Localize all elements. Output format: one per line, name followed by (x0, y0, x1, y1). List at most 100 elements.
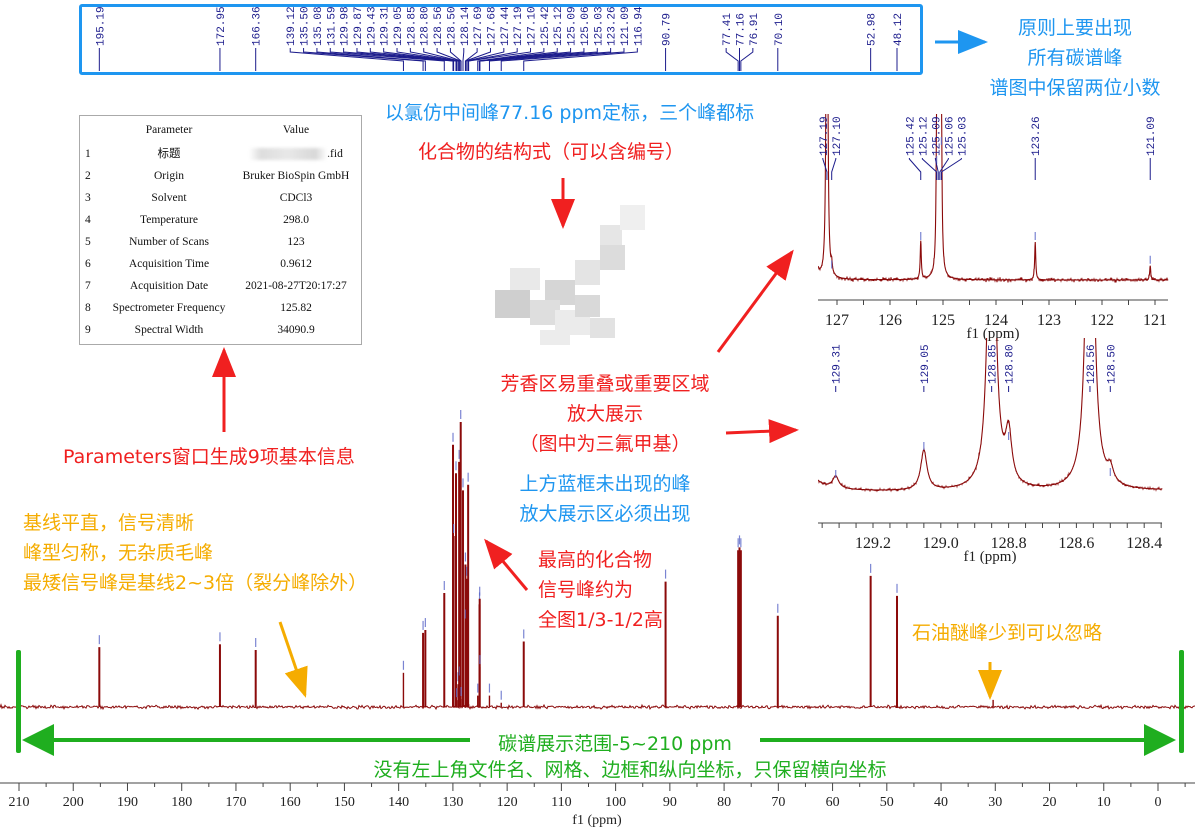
peak-label: 121.09 (1146, 116, 1158, 156)
parameter-row: 9 Spectral Width 34090.9 (80, 319, 361, 341)
inset-x-axis-label: f1 (ppm) (964, 549, 1017, 565)
peak-label-connector (523, 48, 638, 71)
peak-label-connector (383, 48, 458, 71)
peak-label-connector (479, 48, 598, 71)
x-tick-label: 50 (880, 795, 894, 810)
note-all-peaks: 原则上要出现 所有碳谱峰 谱图中保留两位小数 (985, 13, 1165, 103)
peak-label-connector (343, 48, 454, 71)
parameter-name: Spectral Width (134, 324, 204, 336)
peak-label: 128.80 (1005, 344, 1017, 384)
peak-label: 127.19 (819, 116, 831, 156)
row-index: 1 (85, 148, 91, 160)
parameter-row: 4 Temperature 298.0 (80, 209, 361, 231)
peak-label: 125.12 (918, 116, 930, 156)
peak-label: 128.85 (988, 344, 1000, 384)
value-text: 0.9612 (280, 258, 312, 270)
parameter-name: Number of Scans (129, 236, 209, 248)
x-tick-label: 150 (334, 795, 355, 810)
parameter-row: 6 Acquisition Time 0.9612 (80, 253, 361, 275)
note-tallest-peak: 最高的化合物 信号峰约为 全图1/3-1/2高 (538, 545, 663, 635)
peak-label: 125.42 (540, 6, 552, 46)
parameter-value: 2021-08-27T20:17:27 (230, 275, 362, 297)
note-line: 谱图中保留两位小数 (989, 77, 1161, 99)
peak-label: 125.06 (580, 6, 592, 46)
peak-label: 125.06 (944, 116, 956, 156)
peak-label: 127.10 (527, 6, 539, 46)
inset-spectrum (818, 114, 1169, 283)
blurred-pixel-block (575, 260, 600, 285)
peak-label-connector (500, 48, 625, 71)
parameter-name: Acquisition Date (129, 280, 209, 292)
parameter-value: .fid (230, 143, 362, 165)
peak-label: 116.94 (633, 6, 645, 46)
note-line: （图中为三氟甲基） (519, 433, 691, 455)
inset-x-tick-label: 129.2 (855, 535, 891, 552)
value-text: 125.82 (280, 302, 312, 314)
peak-label-connector (369, 48, 457, 71)
arrow-to-inset1 (716, 249, 794, 353)
inset-x-tick-label: 121 (1143, 312, 1167, 329)
peak-label-connector (740, 48, 754, 71)
parameter-row: 3 Solvent CDCl3 (80, 187, 361, 209)
blurred-pixel-block (510, 268, 540, 290)
peak-label: 125.03 (593, 6, 605, 46)
header-parameter: Parameter (145, 124, 193, 136)
row-index: 9 (85, 324, 91, 336)
peak-label: 131.59 (326, 6, 338, 46)
range-bar-left (16, 650, 21, 753)
row-index: 8 (85, 302, 91, 314)
parameter-name: 标题 (157, 148, 181, 160)
peak-label-connector (356, 48, 455, 71)
peak-label: 195.19 (95, 6, 107, 46)
peak-label: 121.09 (620, 6, 632, 46)
x-tick-label: 90 (663, 795, 677, 810)
inset-x-tick-label: 129.0 (923, 535, 959, 552)
peak-label: 77.41 (722, 13, 734, 46)
peak-label: 128.80 (420, 6, 432, 46)
inset-x-axis-label: f1 (ppm) (967, 326, 1020, 342)
peak-label: 48.12 (893, 13, 905, 46)
inset-x-tick-label: 125 (931, 312, 955, 329)
parameter-value: CDCl3 (230, 187, 362, 209)
x-tick-label: 210 (9, 795, 30, 810)
row-index: 3 (85, 192, 91, 204)
x-tick-label: 0 (1155, 795, 1162, 810)
parameter-value: 123 (230, 231, 362, 253)
note-range: 碳谱展示范围-5~210 ppm (380, 729, 850, 759)
arrow-to-baseline (278, 621, 308, 698)
parameter-name: Solvent (151, 192, 187, 204)
value-text: 298.0 (283, 214, 309, 226)
peak-label-connector (396, 48, 459, 71)
spectrum-baseline (0, 703, 1195, 711)
note-parameters: Parameters窗口生成9项基本信息 (63, 446, 355, 468)
peak-label-connector (934, 158, 939, 180)
peak-label-connector (940, 158, 962, 180)
header-value: Value (282, 124, 310, 136)
x-tick-label: 180 (171, 795, 192, 810)
peak-label-connector (725, 48, 739, 71)
blurred-pixel-block (600, 245, 625, 270)
blurred-pixel-block (495, 290, 530, 318)
peak-label: 125.12 (553, 6, 565, 46)
note-line: 最高的化合物 (538, 549, 653, 571)
peak-label: 128.50 (1106, 344, 1118, 384)
parameter-row: 7 Acquisition Date 2021-08-27T20:17:27 (80, 275, 361, 297)
peak-label-connector (462, 48, 465, 71)
inset-x-tick-label: 126 (878, 312, 902, 329)
note-line: 全图1/3-1/2高 (538, 609, 664, 631)
inset-x-tick-label: 127 (825, 312, 849, 329)
peak-label: 123.26 (1031, 116, 1043, 156)
note-format: 没有左上角文件名、网格、边框和纵向坐标，只保留横向坐标 (373, 759, 887, 781)
peak-label-connector (488, 48, 612, 71)
x-tick-label: 110 (551, 795, 571, 810)
note-line: 信号峰约为 (538, 579, 634, 601)
peak-label: 128.50 (446, 6, 458, 46)
blurred-pixel-block (590, 318, 615, 338)
x-tick-label: 170 (225, 795, 246, 810)
peak-label: 125.09 (567, 6, 579, 46)
peak-label: 70.10 (774, 13, 786, 46)
note-line: 所有碳谱峰 (1027, 47, 1123, 69)
peak-label-frame (79, 4, 923, 75)
